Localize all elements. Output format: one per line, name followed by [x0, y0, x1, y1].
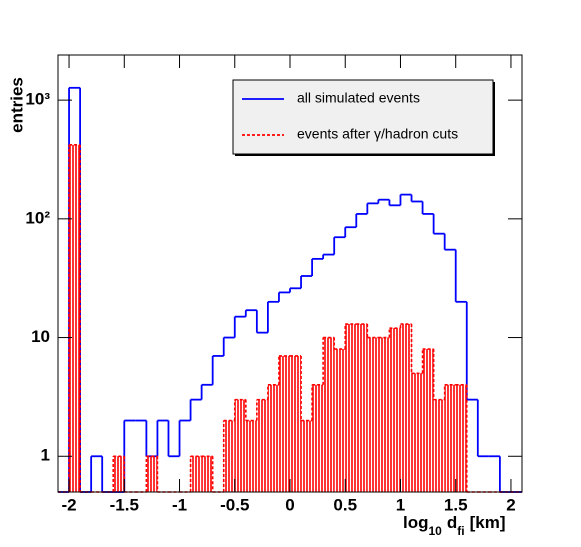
- hatched-bar: [323, 337, 335, 492]
- hatched-bar: [301, 420, 313, 492]
- x-tick-label: 0.5: [333, 495, 357, 514]
- hatched-bar: [113, 456, 125, 492]
- hatched-bar: [345, 324, 357, 492]
- x-label-part: [km]: [470, 513, 506, 532]
- hatched-bar: [367, 337, 379, 492]
- x-axis-label: log10 dfi [km]: [403, 513, 506, 538]
- y-tick-label: 1: [41, 446, 50, 465]
- x-tick-label: -2: [61, 495, 76, 514]
- x-tick-label: 2: [506, 495, 515, 514]
- hatched-bar: [455, 384, 467, 492]
- legend-label: events after γ/hadron cuts: [297, 126, 458, 142]
- hatched-bar: [422, 349, 434, 492]
- hatched-bar: [278, 355, 290, 492]
- y-axis-label: entries: [7, 77, 26, 133]
- hatched-bar: [290, 355, 302, 492]
- x-label-part: log: [403, 513, 429, 532]
- hatched-bar: [223, 420, 235, 492]
- x-tick-label: 0: [285, 495, 294, 514]
- hatched-bar: [334, 349, 346, 492]
- histogram-series: [58, 144, 522, 493]
- hatched-bar: [245, 420, 257, 492]
- hatched-bar: [256, 399, 268, 492]
- x-label-sub: 10: [429, 524, 443, 538]
- x-label-part: d: [447, 513, 457, 532]
- hatched-bar: [69, 144, 81, 492]
- y-tick-label: 10²: [25, 208, 50, 227]
- x-tick-label: 1: [396, 495, 405, 514]
- hatched-bar: [190, 456, 202, 492]
- x-tick-label: -1: [172, 495, 187, 514]
- legend-label: all simulated events: [297, 90, 420, 106]
- hatched-bar: [146, 456, 158, 492]
- hatched-bar: [411, 373, 423, 492]
- x-tick-label: -1.5: [110, 495, 139, 514]
- hatched-bar: [267, 384, 279, 492]
- hatched-bar: [312, 384, 324, 492]
- hatched-bar: [400, 324, 412, 492]
- x-tick-label: 1.5: [444, 495, 468, 514]
- hatched-bar: [389, 328, 401, 492]
- hatched-bar: [444, 384, 456, 492]
- hatched-bar: [433, 399, 445, 492]
- hatched-bar: [378, 337, 390, 492]
- y-tick-label: 10³: [25, 90, 50, 109]
- x-tick-label: -0.5: [220, 495, 249, 514]
- hatched-bar: [201, 456, 213, 492]
- hatched-bar: [356, 324, 368, 492]
- legend-box: [232, 79, 494, 155]
- x-label-sub: fi: [457, 524, 464, 538]
- hatched-bar: [234, 399, 246, 492]
- y-tick-label: 10: [31, 327, 50, 346]
